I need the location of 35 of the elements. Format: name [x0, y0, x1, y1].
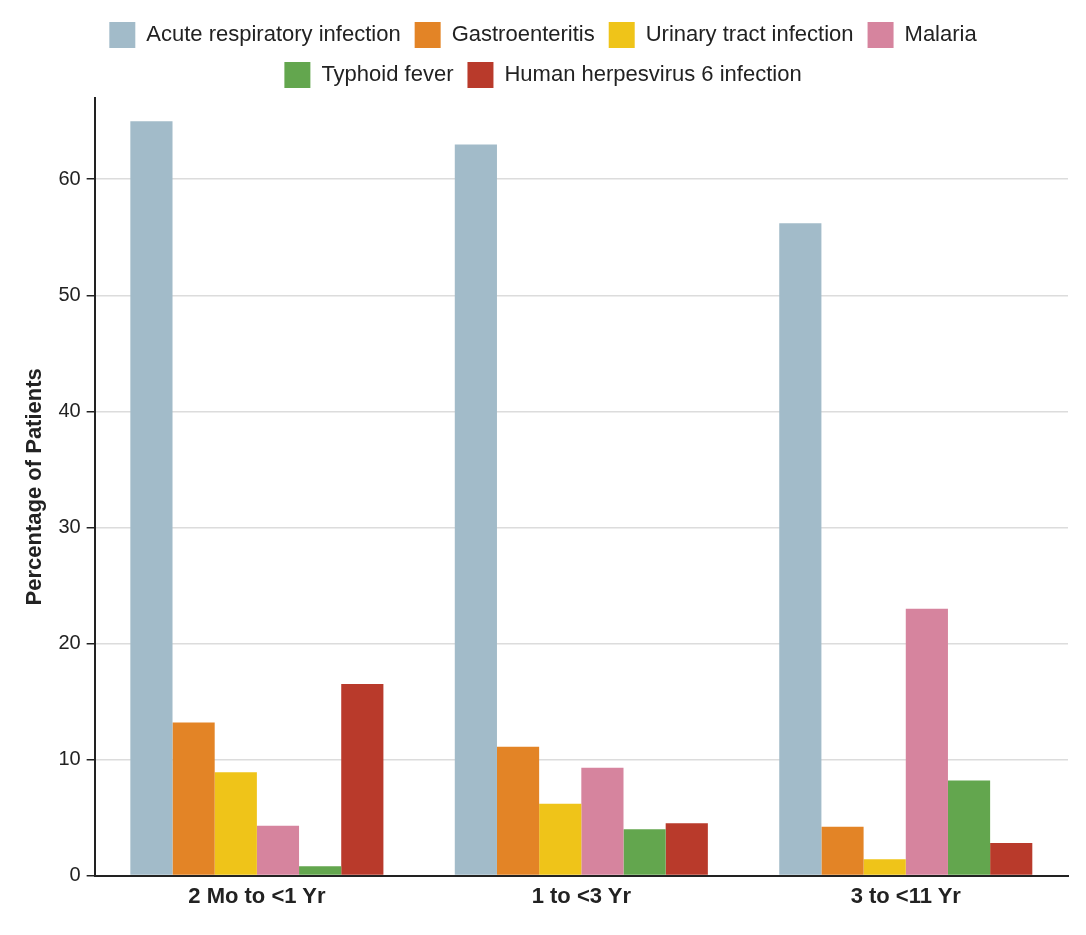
bar [990, 843, 1033, 875]
bar [454, 144, 497, 875]
y-tick-label: 30 [58, 514, 81, 537]
bar [299, 866, 342, 875]
y-tick-label: 0 [69, 863, 81, 886]
bar [172, 722, 215, 875]
bar [256, 825, 300, 875]
y-tick-label: 20 [58, 631, 81, 653]
bar [821, 826, 864, 875]
y-tick-label: 10 [58, 747, 81, 770]
y-tick-label: 60 [58, 166, 81, 189]
bar [539, 803, 582, 875]
y-axis-title: Percentage of Patients [21, 368, 47, 606]
legend-label: Typhoid fever [321, 61, 454, 87]
y-tick-label: 50 [58, 282, 81, 305]
bar [341, 684, 384, 875]
x-tick-label: 1 to <3 Yr [531, 882, 632, 908]
legend-label: Gastroenteritis [451, 21, 595, 47]
legend-label: Malaria [904, 21, 978, 47]
legend-label: Acute respiratory infection [146, 21, 401, 47]
bar [665, 823, 708, 875]
x-tick-label: 2 Mo to <1 Yr [188, 882, 326, 908]
bar [623, 829, 666, 875]
bar [863, 859, 906, 875]
legend-label: Human herpesvirus 6 infection [504, 61, 802, 87]
bar [496, 746, 540, 875]
bar [214, 772, 257, 875]
bar [130, 121, 173, 875]
x-tick-label: 3 to <11 Yr [850, 882, 962, 908]
y-tick-label: 40 [58, 398, 81, 421]
bar [581, 767, 624, 875]
bar [905, 608, 948, 875]
bar [947, 780, 991, 875]
bar [779, 223, 822, 875]
legend-label: Urinary tract infection [645, 21, 854, 47]
